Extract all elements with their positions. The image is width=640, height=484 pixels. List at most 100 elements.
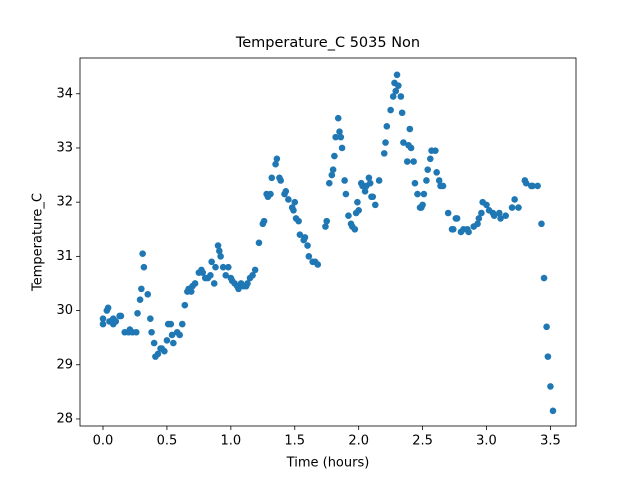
y-tick-label: 28 bbox=[56, 411, 73, 426]
point bbox=[150, 339, 158, 347]
point bbox=[366, 179, 374, 187]
point bbox=[272, 160, 279, 168]
point bbox=[522, 179, 530, 187]
point bbox=[249, 272, 256, 279]
x-tick-label: 3.0 bbox=[476, 434, 497, 449]
point bbox=[291, 198, 299, 206]
point bbox=[534, 182, 541, 190]
point bbox=[336, 128, 343, 136]
point bbox=[383, 122, 391, 130]
point bbox=[433, 169, 440, 176]
point bbox=[138, 285, 145, 293]
point bbox=[199, 269, 207, 276]
point bbox=[342, 190, 350, 198]
point bbox=[154, 350, 162, 358]
x-axis-label: Time (hours) bbox=[286, 456, 370, 471]
point bbox=[423, 177, 430, 184]
point bbox=[475, 215, 483, 222]
y-tick-label: 33 bbox=[56, 140, 73, 155]
point bbox=[432, 147, 439, 154]
point bbox=[181, 301, 189, 309]
point bbox=[112, 318, 120, 325]
point bbox=[144, 291, 152, 298]
point bbox=[449, 225, 457, 233]
point bbox=[251, 266, 259, 274]
point bbox=[483, 201, 490, 209]
point bbox=[387, 106, 394, 114]
point bbox=[410, 158, 417, 165]
point bbox=[140, 263, 148, 271]
point bbox=[389, 93, 397, 100]
point bbox=[375, 177, 383, 184]
point bbox=[328, 171, 336, 179]
point bbox=[117, 312, 125, 320]
point bbox=[426, 155, 434, 163]
point bbox=[419, 201, 426, 209]
point bbox=[511, 196, 518, 203]
point bbox=[365, 174, 373, 182]
x-tick-label: 1.0 bbox=[221, 434, 242, 449]
point bbox=[495, 209, 503, 217]
point bbox=[354, 198, 361, 206]
point bbox=[136, 296, 144, 304]
point bbox=[398, 109, 406, 117]
point bbox=[224, 263, 232, 271]
point bbox=[273, 155, 281, 163]
point bbox=[170, 339, 177, 347]
point bbox=[407, 144, 415, 152]
chart-title: Temperature_C 5035 Non bbox=[235, 35, 420, 51]
point bbox=[161, 347, 168, 355]
point bbox=[361, 188, 369, 195]
point bbox=[382, 139, 389, 146]
point bbox=[208, 258, 215, 266]
point bbox=[334, 114, 342, 122]
point bbox=[540, 274, 548, 282]
point bbox=[323, 217, 331, 225]
point bbox=[502, 212, 509, 220]
point bbox=[490, 212, 498, 220]
x-tick-label: 0.0 bbox=[93, 434, 114, 449]
point bbox=[453, 215, 461, 222]
point bbox=[168, 331, 176, 339]
x-tick-label: 2.5 bbox=[412, 434, 433, 449]
x-tick-label: 2.0 bbox=[348, 434, 369, 449]
point bbox=[212, 263, 219, 271]
point bbox=[163, 337, 171, 344]
y-tick-label: 29 bbox=[56, 357, 73, 372]
point bbox=[406, 125, 414, 133]
point bbox=[478, 209, 485, 217]
point bbox=[178, 320, 186, 328]
point bbox=[345, 212, 352, 220]
point bbox=[411, 179, 419, 187]
point bbox=[420, 190, 428, 198]
point bbox=[538, 220, 545, 228]
point bbox=[400, 139, 407, 146]
point bbox=[369, 193, 377, 201]
point bbox=[285, 196, 292, 203]
point bbox=[371, 201, 379, 209]
point bbox=[392, 87, 400, 95]
y-axis-label: Temperature_C bbox=[31, 193, 46, 292]
point bbox=[403, 158, 411, 165]
point bbox=[191, 280, 199, 287]
point bbox=[267, 190, 274, 198]
point bbox=[547, 383, 554, 390]
point bbox=[544, 353, 552, 360]
point bbox=[338, 144, 346, 152]
point bbox=[549, 407, 557, 415]
point bbox=[301, 234, 309, 241]
point bbox=[424, 166, 432, 173]
point bbox=[255, 239, 263, 247]
point bbox=[497, 215, 504, 222]
point bbox=[222, 272, 230, 279]
point bbox=[282, 188, 290, 195]
point bbox=[207, 272, 214, 279]
point bbox=[176, 331, 184, 339]
point bbox=[244, 280, 251, 287]
point bbox=[529, 182, 536, 190]
point bbox=[104, 304, 112, 312]
point bbox=[331, 152, 338, 160]
point bbox=[515, 204, 522, 211]
plot-frame bbox=[79, 57, 577, 427]
